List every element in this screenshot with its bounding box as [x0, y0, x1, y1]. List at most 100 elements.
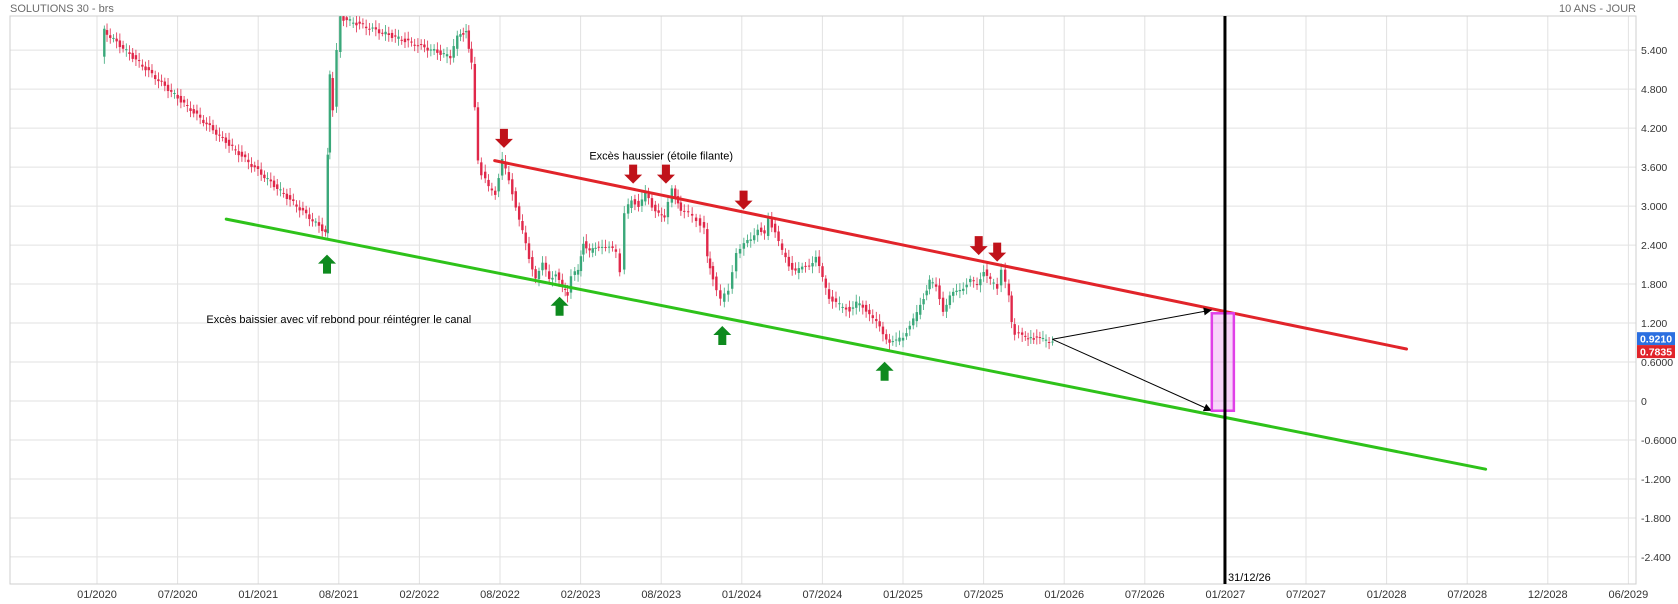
- price-candle: [979, 272, 982, 293]
- price-candle: [811, 256, 814, 274]
- price-candle: [247, 153, 250, 170]
- price-candle: [647, 187, 650, 205]
- price-candle: [660, 207, 663, 222]
- price-candle: [864, 300, 868, 318]
- price-candle: [288, 187, 292, 207]
- price-candle: [919, 297, 922, 320]
- price-candle: [355, 16, 358, 33]
- plot-frame: [9, 15, 1637, 585]
- x-tick-label: 07/2020: [158, 589, 198, 601]
- price-candle: [908, 320, 911, 336]
- price-candle: [285, 188, 289, 206]
- price-candle: [706, 222, 709, 263]
- price-candle: [686, 204, 690, 218]
- chart-markers: [318, 128, 1007, 381]
- target-zone-box: [1210, 312, 1236, 412]
- price-candle: [157, 72, 160, 89]
- price-candle: [150, 64, 154, 78]
- price-candle: [962, 282, 965, 295]
- price-candle: [814, 250, 818, 267]
- price-candle: [128, 45, 131, 61]
- price-candle: [231, 138, 234, 151]
- price-candle: [445, 47, 449, 64]
- price-candle: [166, 78, 170, 99]
- chart-overlays: [224, 16, 1488, 584]
- price-candle: [1007, 279, 1011, 303]
- y-tick-label: 4.800: [1641, 84, 1667, 96]
- price-candle: [198, 107, 202, 125]
- price-candle: [800, 262, 804, 273]
- x-tick-label: 02/2023: [561, 589, 601, 601]
- price-candle: [250, 157, 253, 173]
- price-candle: [403, 32, 407, 48]
- price-candle: [182, 95, 186, 107]
- price-candle: [410, 37, 413, 47]
- price-candle: [163, 77, 167, 92]
- x-tick-label: 01/2024: [722, 589, 762, 601]
- price-candle: [423, 39, 426, 53]
- price-candle: [1051, 336, 1054, 346]
- price-candle: [780, 239, 784, 256]
- price-candle: [416, 38, 420, 54]
- price-candle: [282, 187, 285, 198]
- price-candle: [925, 284, 928, 301]
- price-candle: [654, 200, 657, 218]
- projection-arrow: [1052, 307, 1212, 340]
- price-candle: [838, 296, 841, 311]
- price-candle: [377, 23, 381, 40]
- price-candle: [192, 104, 195, 118]
- price-candle: [324, 225, 327, 237]
- y-tick-label: -0.6000: [1641, 435, 1677, 447]
- price-candle: [292, 193, 295, 206]
- price-candle: [995, 277, 999, 295]
- price-candle: [320, 217, 324, 237]
- price-candle: [432, 44, 436, 56]
- price-candle: [753, 228, 756, 244]
- x-tick-label: 01/2021: [238, 589, 278, 601]
- y-tick-label: 0.6000: [1641, 357, 1673, 369]
- price-candle: [160, 74, 163, 87]
- price-candle: [524, 225, 527, 251]
- arrow-up-icon: [318, 254, 337, 274]
- price-candle: [746, 234, 749, 248]
- price-candle: [554, 270, 557, 283]
- price-candle: [573, 266, 576, 281]
- price-candle: [179, 89, 183, 109]
- price-candle: [407, 31, 410, 48]
- price-candle: [759, 222, 763, 236]
- price-candle: [295, 200, 298, 213]
- arrow-down-icon: [988, 242, 1007, 262]
- price-candle: [898, 330, 901, 346]
- price-candle: [582, 236, 585, 262]
- price-candle: [234, 145, 237, 155]
- y-tick-label: -2.400: [1641, 552, 1671, 564]
- price-candle: [637, 193, 640, 212]
- price-candle: [790, 255, 794, 276]
- price-candle: [335, 43, 338, 113]
- price-candle: [931, 277, 934, 289]
- price-candle: [821, 262, 824, 282]
- price-candle: [888, 333, 891, 350]
- price-candle: [452, 38, 455, 63]
- price-candle: [848, 300, 851, 318]
- price-candle: [371, 23, 374, 32]
- price-candle: [521, 214, 524, 234]
- price-candle: [195, 104, 199, 121]
- x-tick-label: 07/2027: [1286, 589, 1326, 601]
- price-candle: [449, 49, 452, 65]
- price-candle: [215, 124, 218, 141]
- price-candle: [777, 225, 780, 247]
- y-tick-label: 1.800: [1641, 279, 1667, 291]
- price-candle: [221, 131, 224, 142]
- price-candle: [186, 98, 189, 113]
- price-candle: [537, 267, 541, 287]
- price-candle: [531, 250, 534, 277]
- price-candle: [1041, 330, 1045, 342]
- price-candle: [494, 186, 497, 200]
- price-candle: [419, 39, 423, 50]
- price-candle: [328, 70, 332, 160]
- price-candle: [797, 261, 801, 280]
- arrow-up-icon: [875, 361, 894, 381]
- price-candle: [304, 205, 308, 219]
